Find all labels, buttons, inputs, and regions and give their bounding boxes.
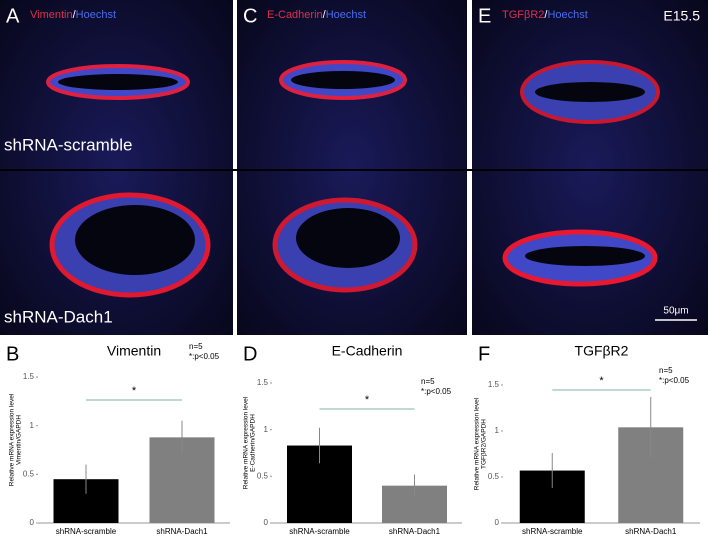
significance-star: * bbox=[132, 385, 137, 397]
n-label: n=5 bbox=[189, 342, 203, 351]
panel-letter: D bbox=[243, 343, 257, 365]
panel-letter: A bbox=[6, 5, 20, 27]
x-tick-label: shRNA-Dach1 bbox=[389, 527, 441, 536]
y-tick-label: 1 bbox=[264, 425, 269, 434]
y-axis-label: Relative mRNA expression level bbox=[243, 396, 250, 489]
y-tick-label: 1.5 bbox=[23, 372, 35, 381]
y-tick-label: 0.5 bbox=[257, 471, 269, 480]
row-label: shRNA-scramble bbox=[4, 135, 132, 154]
panel-letter: E bbox=[478, 5, 491, 27]
stain-part: / bbox=[73, 9, 77, 21]
x-tick-label: shRNA-scramble bbox=[289, 527, 350, 536]
significance-star: * bbox=[599, 375, 604, 387]
y-axis-label: Vimentin/GAPDH bbox=[16, 415, 23, 465]
y-tick-label: 0.5 bbox=[488, 472, 500, 481]
panel-letter: F bbox=[478, 343, 490, 365]
stain-label: Vimentin/Hoechst bbox=[30, 9, 116, 21]
stain-part: TGFβR2 bbox=[502, 9, 544, 21]
stain-part: Hoechst bbox=[76, 9, 116, 21]
p-label: *:p<0.05 bbox=[659, 376, 690, 385]
y-axis-label: E-Cadherin/GAPDH bbox=[250, 414, 257, 472]
n-label: n=5 bbox=[421, 377, 435, 386]
stain-label: E-Cadherin/Hoechst bbox=[267, 9, 366, 21]
y-axis-label: Relative mRNA expression level bbox=[474, 397, 481, 490]
chart-title: E-Cadherin bbox=[332, 343, 403, 359]
x-tick-label: shRNA-scramble bbox=[56, 527, 117, 536]
y-tick-label: 0 bbox=[30, 518, 35, 527]
micrographs bbox=[0, 0, 708, 335]
stain-part: Vimentin bbox=[30, 9, 73, 21]
x-tick-label: shRNA-scramble bbox=[522, 527, 583, 536]
y-axis-label: Relative mRNA expression level bbox=[9, 393, 16, 486]
y-tick-label: 1.5 bbox=[257, 378, 269, 387]
y-tick-label: 0 bbox=[264, 518, 269, 527]
chart-title: Vimentin bbox=[107, 343, 161, 359]
n-label: n=5 bbox=[659, 366, 673, 375]
stage-label: E15.5 bbox=[663, 8, 700, 24]
y-tick-label: 1 bbox=[30, 421, 35, 430]
row-label: shRNA-Dach1 bbox=[4, 307, 113, 326]
p-label: *:p<0.05 bbox=[189, 352, 220, 361]
scale-bar-label: 50μm bbox=[663, 306, 688, 317]
x-tick-label: shRNA-Dach1 bbox=[625, 527, 677, 536]
stain-part: Hoechst bbox=[547, 9, 587, 21]
stain-part: / bbox=[323, 9, 327, 21]
y-axis-label: TGFβR2/GAPDH bbox=[481, 419, 488, 469]
x-tick-label: shRNA-Dach1 bbox=[156, 527, 208, 536]
significance-star: * bbox=[365, 394, 370, 406]
stain-part: Hoechst bbox=[326, 9, 366, 21]
chart-title: TGFβR2 bbox=[575, 343, 629, 359]
panel-letter: C bbox=[243, 5, 257, 27]
y-tick-label: 1 bbox=[495, 426, 500, 435]
stain-part: / bbox=[544, 9, 548, 21]
panel-letter: B bbox=[6, 343, 19, 365]
stain-label: TGFβR2/Hoechst bbox=[502, 9, 588, 21]
p-label: *:p<0.05 bbox=[421, 387, 452, 396]
y-tick-label: 0 bbox=[495, 518, 500, 527]
y-tick-label: 1.5 bbox=[488, 380, 500, 389]
stain-part: E-Cadherin bbox=[267, 9, 323, 21]
y-tick-label: 0.5 bbox=[23, 469, 35, 478]
